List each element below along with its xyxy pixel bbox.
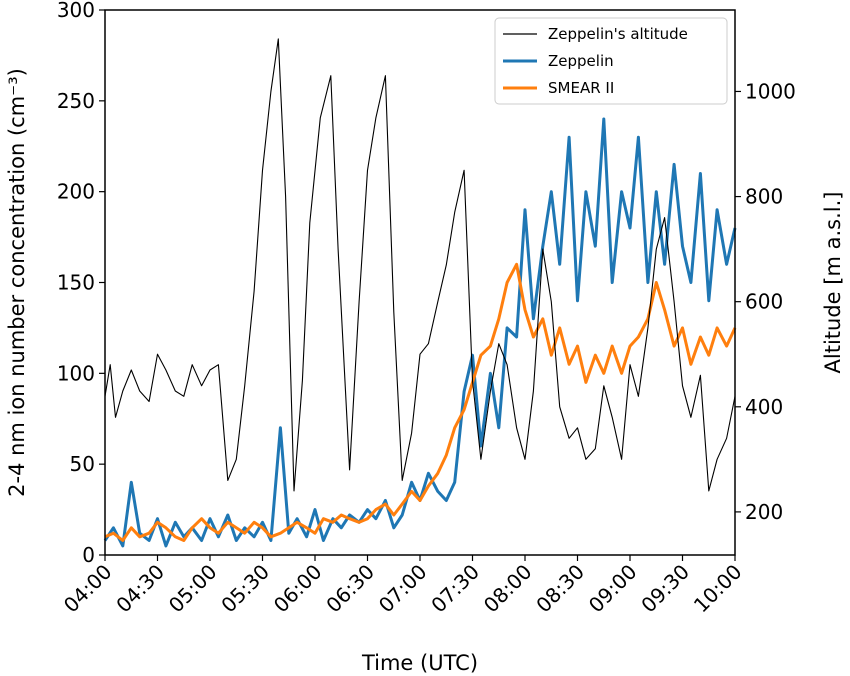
y-left-tick-label: 300	[57, 0, 95, 22]
altitude-series-line	[104, 38, 736, 492]
legend-box	[494, 17, 728, 105]
y-left-tick-label: 0	[82, 543, 95, 567]
x-tick-label: 04:30	[111, 560, 169, 618]
x-tick-label: 09:30	[636, 560, 694, 618]
legend-label: SMEAR II	[548, 79, 614, 97]
x-tick-label: 07:30	[426, 560, 484, 618]
y-left-tick-label: 150	[57, 271, 95, 295]
y-left-tick-label: 200	[57, 180, 95, 204]
x-axis-label: Time (UTC)	[361, 651, 478, 675]
y-axis-left-label: 2-4 nm ion number concentration (cm⁻³)	[5, 68, 29, 497]
legend: Zeppelin's altitude Zeppelin SMEAR II	[494, 17, 728, 105]
series-layer	[103, 38, 737, 548]
y-right-tick-label: 200	[745, 500, 783, 524]
x-tick-label: 06:30	[321, 560, 379, 618]
x-tick-label: 04:00	[59, 560, 117, 618]
x-tick-label: 07:00	[374, 560, 432, 618]
x-tick-label: 08:30	[531, 560, 589, 618]
y-left-tick-label: 50	[70, 452, 95, 476]
y-right-tick-label: 1000	[745, 79, 796, 103]
x-tick-label: 05:00	[164, 560, 222, 618]
y-right-tick-label: 800	[745, 185, 783, 209]
y-right-tick-label: 400	[745, 395, 783, 419]
smear-series-line	[104, 262, 737, 542]
legend-label: Zeppelin	[548, 52, 614, 70]
y-axis-right-label: Altitude [m a.s.l.]	[821, 192, 845, 374]
x-tick-label: 08:00	[479, 560, 537, 618]
x-tick-label: 10:00	[689, 560, 747, 618]
y-left-tick-label: 250	[57, 89, 95, 113]
x-tick-label: 09:00	[584, 560, 642, 618]
legend-label: Zeppelin's altitude	[548, 25, 688, 43]
x-tick-label: 05:30	[216, 560, 274, 618]
x-tick-label: 06:00	[269, 560, 327, 618]
y-left-tick-label: 100	[57, 361, 95, 385]
y-right-tick-label: 600	[745, 290, 783, 314]
